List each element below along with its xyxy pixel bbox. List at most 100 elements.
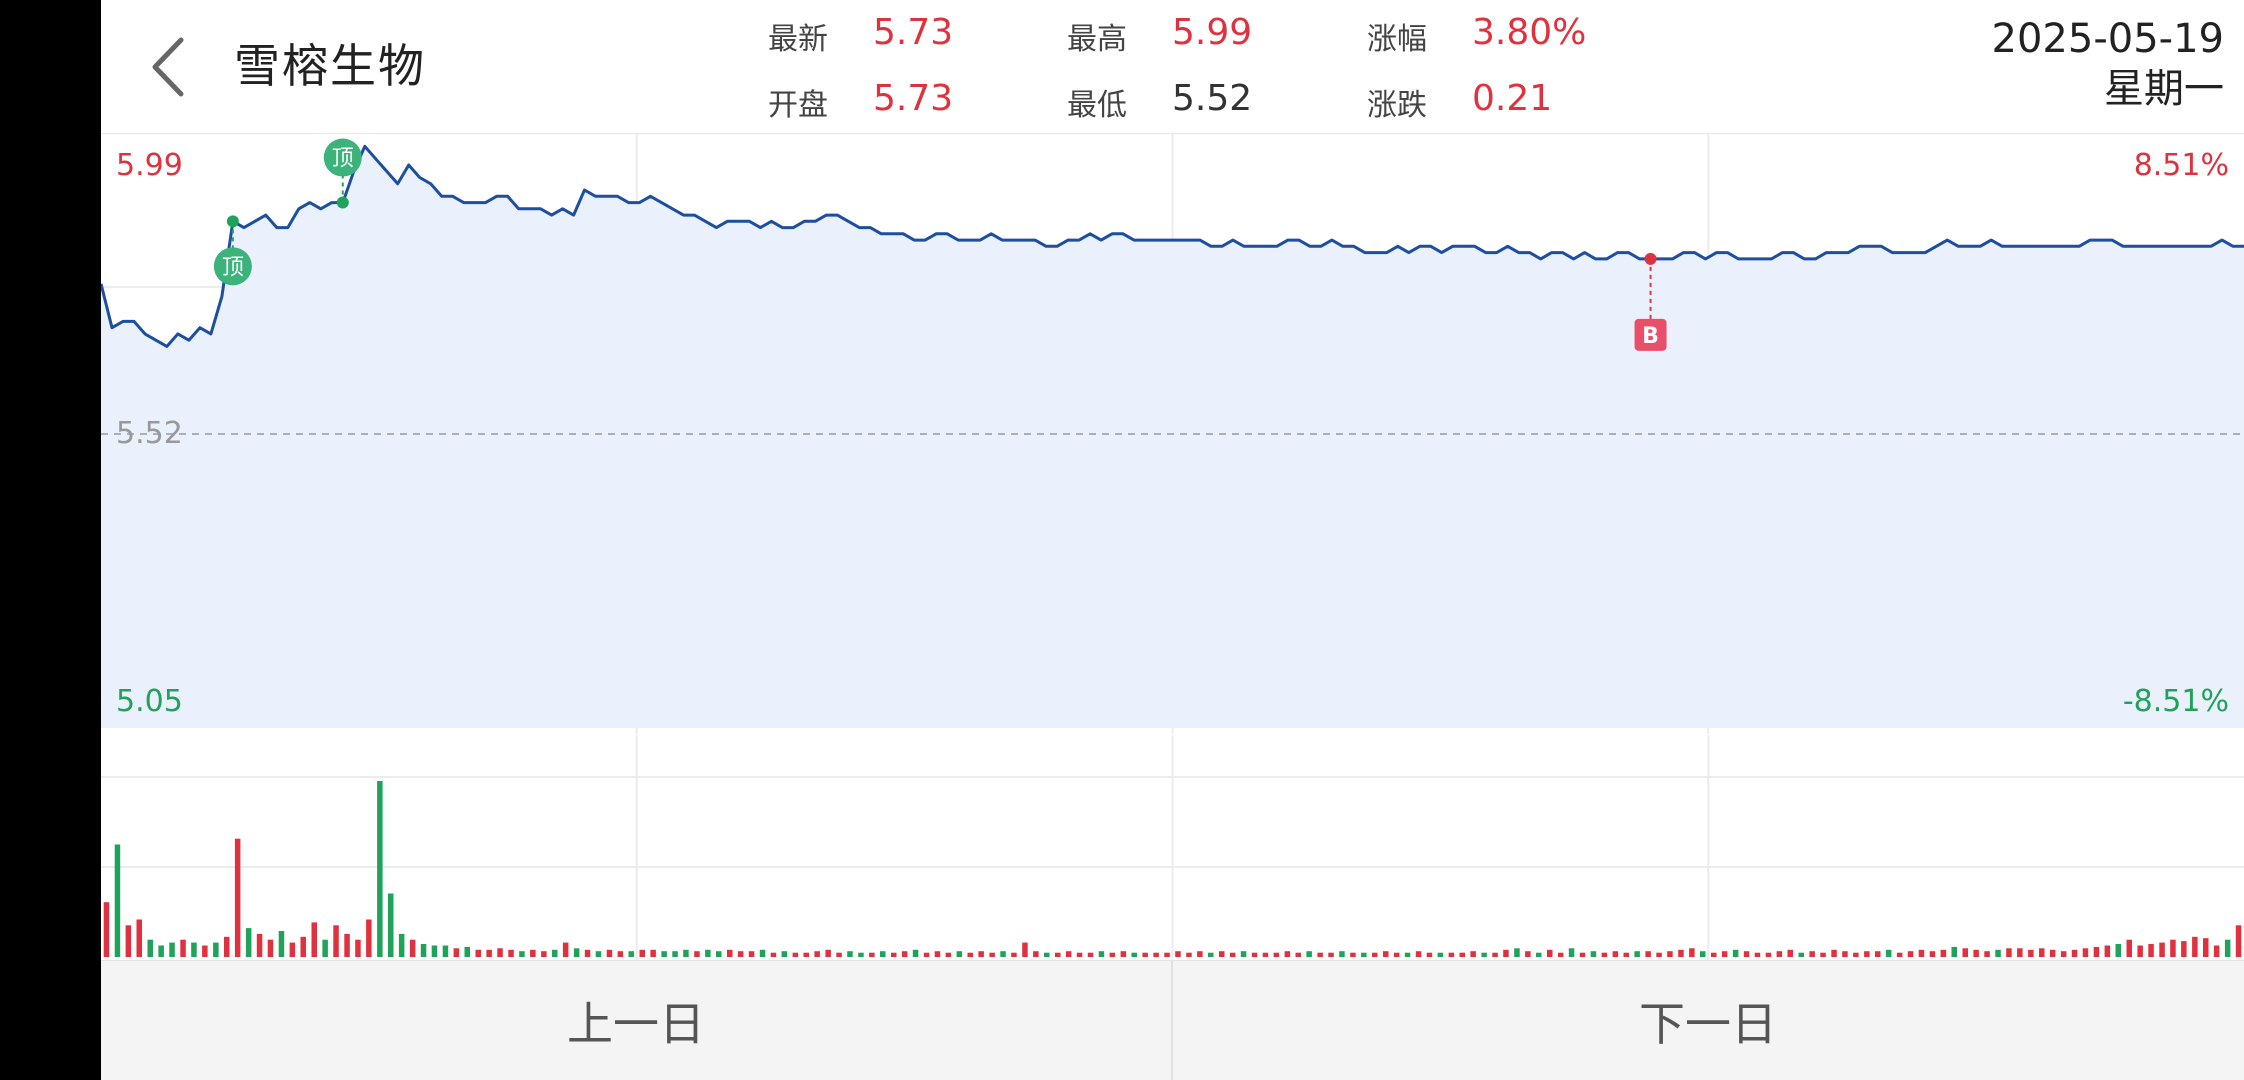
date-block: 2025-05-19 星期一 (1992, 14, 2224, 114)
volume-bar (1328, 952, 1334, 957)
volume-bar (453, 948, 460, 957)
y-left-max: 5.99 (116, 148, 183, 183)
price-area (101, 146, 2244, 729)
volume-bar (1776, 951, 1783, 957)
volume-bar (1229, 952, 1236, 957)
volume-bar (1700, 951, 1706, 957)
volume-bar (1426, 952, 1433, 957)
volume-bar (595, 951, 602, 957)
volume-bar (1711, 952, 1717, 957)
chg-label: 涨跌 (1367, 88, 1427, 123)
volume-bar (300, 936, 306, 957)
low-value: 5.52 (1172, 78, 1253, 119)
volume-bar (1240, 951, 1247, 957)
price-chart-svg: 顶顶 B (101, 134, 2244, 734)
volume-bar (1853, 952, 1859, 957)
volume-bar (1787, 949, 1793, 957)
volume-bar (2224, 939, 2231, 957)
back-arrow-icon[interactable] (141, 34, 197, 100)
volume-bar (1350, 952, 1356, 957)
volume-bar (125, 925, 132, 957)
volume-bar (1317, 952, 1323, 957)
prev-day-button[interactable]: 上一日 (567, 997, 705, 1051)
volume-bar (1623, 952, 1629, 957)
top-marker-1: 顶 (213, 215, 252, 286)
open-value: 5.73 (873, 78, 954, 119)
volume-bar (2115, 944, 2121, 957)
volume-bar (497, 948, 503, 957)
volume-bar (1142, 952, 1148, 957)
volume-bar (169, 942, 175, 957)
volume-bar (1831, 949, 1837, 957)
volume-bar (748, 951, 755, 957)
volume-bar (672, 951, 678, 957)
volume-bar (311, 922, 317, 957)
volume-bar (1798, 952, 1804, 957)
volume-bar (562, 942, 569, 957)
volume-bar (355, 939, 361, 957)
volume-bar (934, 951, 941, 957)
volume-chart[interactable] (101, 735, 2244, 960)
volume-bar (322, 939, 328, 957)
volume-bar (1361, 952, 1367, 957)
volume-bar (967, 952, 973, 957)
volume-bar (1284, 951, 1291, 957)
volume-bar (1219, 951, 1225, 957)
volume-bar (1262, 952, 1269, 957)
volume-bar (847, 951, 853, 957)
volume-bar (519, 951, 525, 957)
volume-bar (475, 949, 481, 957)
volume-bar (1557, 952, 1564, 957)
volume-bar (2093, 946, 2100, 957)
volume-bar (1951, 946, 1957, 957)
volume-bar (803, 952, 809, 957)
volume-bar (1743, 951, 1750, 957)
volume-bar (2192, 936, 2198, 957)
volume-bar (2181, 941, 2187, 957)
volume-bar (912, 949, 919, 957)
volume-bar (661, 951, 667, 957)
volume-bar (1896, 952, 1903, 957)
high-value: 5.99 (1172, 12, 1253, 53)
volume-bar (891, 952, 897, 957)
volume-bar (1918, 949, 1925, 957)
latest-value: 5.73 (873, 12, 954, 53)
volume-bar (1765, 952, 1772, 957)
volume-bar (1251, 952, 1258, 957)
volume-bar (1907, 951, 1914, 957)
volume-bar (901, 951, 908, 957)
date: 2025-05-19 (1991, 16, 2224, 62)
volume-bar (366, 919, 372, 957)
volume-bar (1995, 949, 2001, 957)
volume-bar (1590, 951, 1597, 957)
volume-bar (1984, 951, 1990, 957)
volume-bar (1098, 951, 1105, 957)
volume-bar (1011, 952, 1017, 957)
volume-bar (923, 952, 930, 957)
volume-bar (1306, 951, 1312, 957)
top-marker-2-badge (323, 138, 362, 177)
volume-bar (2126, 939, 2132, 957)
volume-bar (1842, 951, 1848, 957)
volume-bar (1492, 952, 1498, 957)
volume-bar (1153, 952, 1159, 957)
volume-bar (1437, 952, 1444, 957)
volume-bar (103, 902, 110, 957)
volume-bar (825, 949, 831, 957)
volume-bar (1503, 949, 1509, 957)
next-day-button[interactable]: 下一日 (1639, 997, 1777, 1051)
volume-bar (2203, 938, 2209, 957)
top-marker-2: 顶 (323, 138, 362, 209)
header: 雪榕生物 最新 5.73 开盘 5.73 最高 5.99 最低 5.52 涨幅 … (101, 0, 2244, 133)
volume-bar (508, 949, 514, 957)
volume-bar (442, 945, 449, 957)
volume-bar (1055, 952, 1061, 957)
pct-label: 涨幅 (1367, 22, 1427, 57)
volume-bar (1208, 952, 1214, 957)
volume-bar (1120, 951, 1127, 957)
buy-marker-label: B (1642, 324, 1659, 349)
volume-bar (1404, 952, 1411, 957)
volume-bar (1864, 951, 1870, 957)
volume-bar (1448, 952, 1455, 957)
